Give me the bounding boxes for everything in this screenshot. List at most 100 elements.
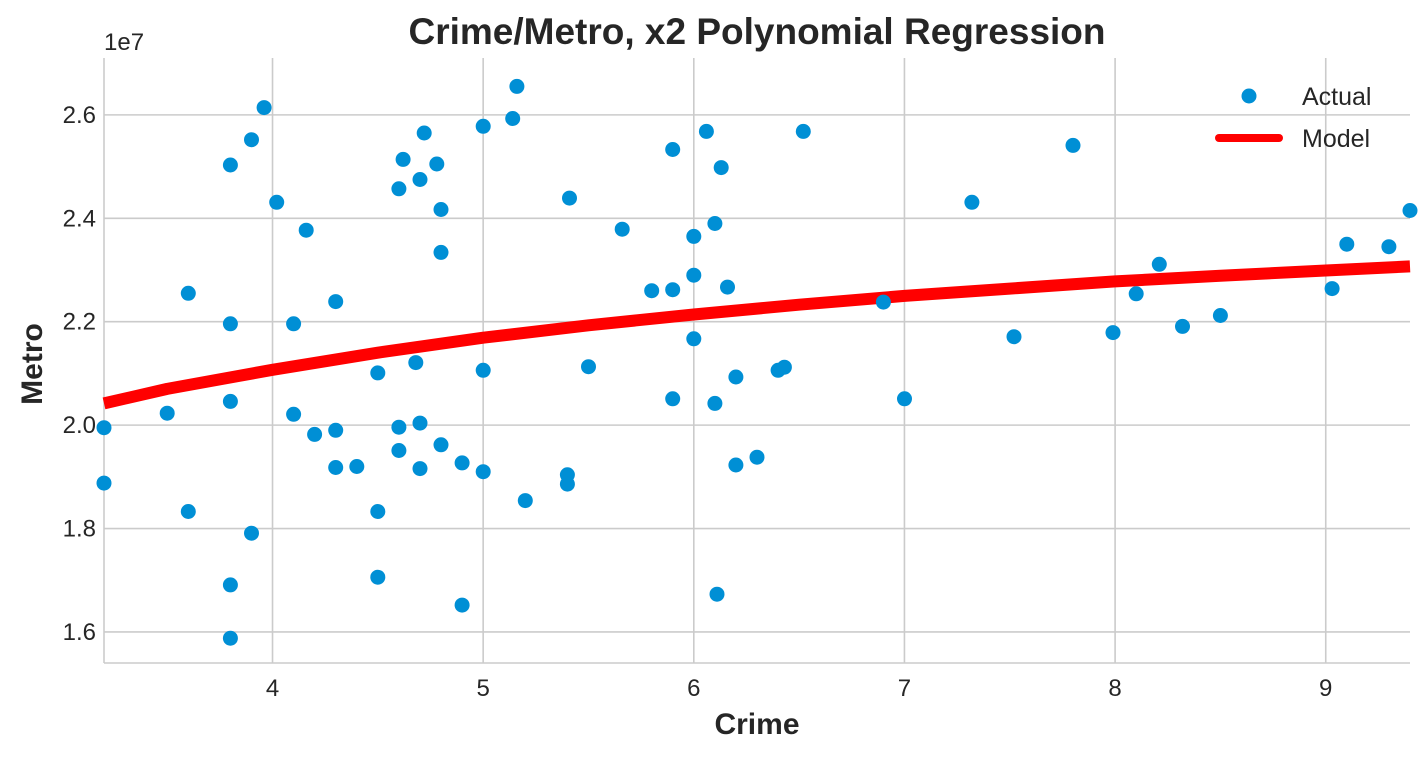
actual-point — [709, 586, 725, 602]
actual-point — [307, 426, 323, 442]
actual-point — [222, 157, 238, 173]
grid — [103, 58, 1410, 664]
actual-point — [180, 504, 196, 519]
model-line — [102, 260, 1411, 410]
actual-point — [96, 475, 112, 491]
actual-point — [665, 282, 681, 298]
actual-point — [328, 294, 344, 310]
actual-point — [749, 449, 765, 465]
actual-point — [686, 331, 702, 347]
actual-point — [614, 221, 630, 237]
x-tick-label: 8 — [1108, 675, 1121, 702]
legend-actual-marker — [1241, 88, 1257, 104]
actual-point — [505, 111, 521, 126]
actual-point — [96, 420, 112, 436]
actual-point — [707, 395, 723, 411]
legend-model-label: Model — [1302, 125, 1370, 153]
actual-point — [433, 244, 449, 260]
actual-point — [429, 156, 445, 172]
actual-point — [454, 455, 470, 471]
actual-point — [433, 437, 449, 453]
actual-point — [370, 504, 386, 519]
x-tick-label: 4 — [266, 675, 279, 702]
actual-point — [728, 369, 744, 385]
actual-point — [475, 464, 491, 480]
actual-point — [517, 493, 533, 509]
actual-point — [875, 294, 891, 310]
actual-point — [222, 577, 238, 593]
y-tick-label: 2.4 — [63, 205, 96, 232]
actual-point — [665, 391, 681, 407]
actual-point — [349, 459, 365, 474]
actual-point — [370, 569, 386, 585]
actual-point — [581, 359, 596, 375]
actual-point — [286, 406, 302, 422]
actual-point — [370, 365, 386, 381]
actual-point — [412, 172, 428, 187]
y-tick-label: 1.6 — [63, 619, 96, 646]
actual-point — [244, 132, 259, 148]
actual-point — [644, 283, 660, 299]
actual-point — [665, 142, 681, 157]
actual-point — [1151, 256, 1167, 272]
actual-point — [475, 362, 491, 378]
x-axis-label: Crime — [714, 708, 799, 741]
model-series — [102, 260, 1411, 410]
x-tick-label: 9 — [1319, 675, 1332, 702]
actual-point — [408, 355, 424, 371]
y-axis-offset-label: 1e7 — [104, 29, 144, 56]
actual-point — [559, 476, 575, 492]
y-tick-label: 2.2 — [63, 309, 96, 336]
actual-point — [776, 359, 792, 375]
actual-point — [1212, 308, 1228, 323]
actual-point — [795, 123, 811, 139]
actual-point — [562, 190, 577, 206]
ticks: 4 5 6 7 8 9 1.6 1.8 2.0 2.2 2.4 2.6 — [63, 102, 1333, 702]
actual-point — [269, 194, 285, 210]
actual-point — [244, 525, 259, 541]
chart-title: Crime/Metro, x2 Polynomial Regression — [408, 11, 1105, 52]
actual-point — [897, 391, 912, 407]
y-tick-label: 2.0 — [63, 412, 96, 439]
actual-point — [222, 630, 238, 646]
actual-point — [298, 222, 314, 238]
actual-point — [391, 419, 407, 435]
actual-point — [707, 216, 723, 231]
actual-point — [1105, 325, 1121, 341]
actual-point — [686, 228, 702, 244]
x-tick-label: 5 — [476, 675, 489, 702]
actual-point — [1065, 137, 1081, 153]
actual-point — [391, 181, 407, 197]
actual-point — [698, 123, 714, 139]
actual-point — [728, 457, 744, 473]
actual-point — [328, 422, 344, 438]
actual-point — [454, 597, 470, 613]
actual-point — [713, 160, 729, 176]
x-tick-label: 7 — [898, 675, 911, 702]
actual-point — [433, 202, 449, 217]
actual-point — [222, 393, 238, 409]
actual-point — [1324, 281, 1340, 297]
actual-point — [964, 194, 980, 210]
actual-point — [1128, 286, 1144, 302]
actual-point — [1339, 236, 1355, 252]
actual-point — [159, 405, 175, 421]
actual-point — [222, 316, 238, 332]
actual-point — [180, 285, 196, 301]
actual-point — [1402, 203, 1418, 218]
actual-point — [395, 151, 411, 167]
actual-point — [509, 78, 525, 94]
y-axis-label: Metro — [16, 323, 49, 405]
actual-point — [256, 100, 272, 116]
actual-point — [328, 460, 344, 475]
legend: Actual Model — [1215, 83, 1371, 153]
actual-point — [1006, 329, 1022, 345]
actual-series — [96, 78, 1418, 646]
actual-point — [686, 267, 702, 283]
actual-point — [412, 415, 428, 431]
actual-point — [416, 125, 432, 141]
actual-point — [412, 461, 428, 477]
actual-point — [391, 443, 407, 458]
x-tick-label: 6 — [687, 675, 700, 702]
